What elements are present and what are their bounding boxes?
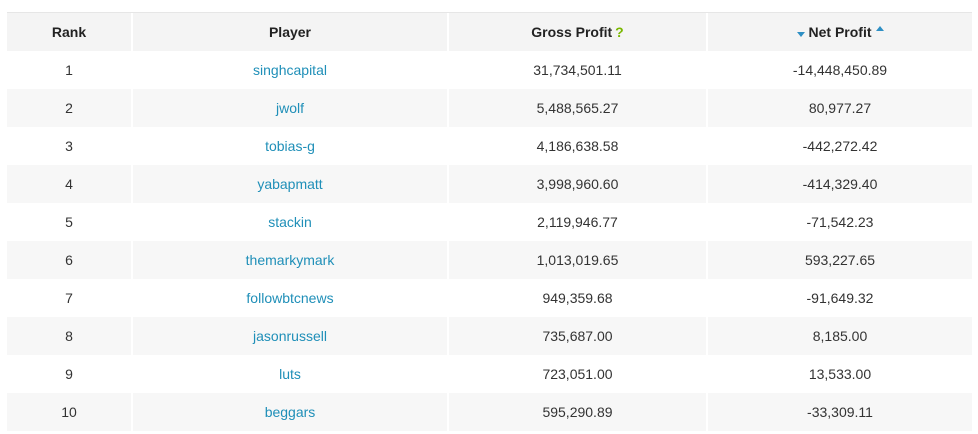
net-profit-cell: 13,533.00 — [808, 366, 872, 382]
player-cell: followbtcnews — [132, 279, 449, 317]
player-cell: stackin — [132, 203, 449, 241]
net-profit-cell: -442,272.42 — [802, 138, 878, 154]
gross-profit-cell: 949,359.68 — [448, 279, 708, 317]
rank-cell: 7 — [7, 279, 133, 317]
player-cell: jasonrussell — [132, 317, 449, 355]
rank-cell: 1 — [7, 51, 133, 89]
net-profit-cell: -71,542.23 — [806, 214, 874, 230]
player-column-header[interactable]: Player — [132, 13, 449, 51]
gross-profit-cell: 3,998,960.60 — [448, 165, 708, 203]
rank-cell: 9 — [7, 355, 133, 393]
player-link[interactable]: jasonrussell — [253, 328, 327, 344]
rank-cell: 8 — [7, 317, 133, 355]
player-link[interactable]: luts — [279, 366, 301, 382]
gross-profit-cell: 5,488,565.27 — [448, 89, 708, 127]
net-profit-cell: -414,329.40 — [802, 176, 878, 192]
net-profit-cell: -91,649.32 — [806, 290, 874, 306]
table-row: 4 yabapmatt 3,998,960.60 -414,329.40 — [7, 165, 972, 203]
gross-profit-cell: 1,013,019.65 — [448, 241, 708, 279]
gross-profit-cell: 4,186,638.58 — [448, 127, 708, 165]
leaderboard-table: Rank Player Gross Profit? Net Profit 1 si… — [7, 13, 972, 431]
net-profit-cell: 8,185.00 — [812, 328, 868, 344]
table-row: 1 singhcapital 31,734,501.11 -14,448,450.89 — [7, 51, 972, 89]
gross-profit-cell: 2,119,946.77 — [448, 203, 708, 241]
player-cell: beggars — [132, 393, 449, 431]
player-link[interactable]: singhcapital — [253, 62, 327, 78]
rank-cell: 3 — [7, 127, 133, 165]
player-link[interactable]: themarkymark — [245, 252, 335, 268]
player-cell: jwolf — [132, 89, 449, 127]
player-link[interactable]: jwolf — [275, 100, 304, 116]
rank-cell: 5 — [7, 203, 133, 241]
net-profit-cell: 593,227.65 — [804, 252, 876, 268]
table-row: 7 followbtcnews 949,359.68 -91,649.32 — [7, 279, 972, 317]
gross-profit-cell: 723,051.00 — [448, 355, 708, 393]
gross-profit-cell: 595,290.89 — [448, 393, 708, 431]
sort-up-arrow-icon[interactable] — [875, 26, 884, 31]
gross-profit-cell: 735,687.00 — [448, 317, 708, 355]
player-cell: yabapmatt — [132, 165, 449, 203]
rank-cell: 10 — [7, 393, 133, 431]
player-link[interactable]: followbtcnews — [246, 290, 334, 306]
sort-down-arrow-icon[interactable] — [796, 31, 805, 37]
gross-profit-column-header[interactable]: Gross Profit? — [448, 13, 708, 51]
table-header-row: Rank Player Gross Profit? Net Profit — [7, 13, 972, 51]
gross-profit-header-label: Gross Profit — [531, 24, 613, 40]
table-row: 2 jwolf 5,488,565.27 80,977.27 — [7, 89, 972, 127]
player-header-label: Player — [268, 24, 312, 40]
table-row: 6 themarkymark 1,013,019.65 593,227.65 — [7, 241, 972, 279]
table-row: 8 jasonrussell 735,687.00 8,185.00 — [7, 317, 972, 355]
net-profit-header-label: Net Profit — [808, 24, 872, 40]
rank-cell: 6 — [7, 241, 133, 279]
table-row: 10 beggars 595,290.89 -33,309.11 — [7, 393, 972, 431]
gross-profit-cell: 31,734,501.11 — [448, 51, 708, 89]
player-cell: singhcapital — [132, 51, 449, 89]
player-link[interactable]: yabapmatt — [257, 176, 323, 192]
rank-header-label: Rank — [51, 24, 87, 40]
table-row: 9 luts 723,051.00 13,533.00 — [7, 355, 972, 393]
player-link[interactable]: beggars — [264, 404, 316, 420]
player-cell: tobias-g — [132, 127, 449, 165]
player-cell: themarkymark — [132, 241, 449, 279]
rank-cell: 4 — [7, 165, 133, 203]
table-row: 5 stackin 2,119,946.77 -71,542.23 — [7, 203, 972, 241]
leaderboard-table-container: Rank Player Gross Profit? Net Profit 1 si… — [7, 12, 972, 431]
rank-cell: 2 — [7, 89, 133, 127]
table-row: 3 tobias-g 4,186,638.58 -442,272.42 — [7, 127, 972, 165]
net-profit-column-header[interactable]: Net Profit — [707, 13, 972, 51]
player-link[interactable]: tobias-g — [265, 138, 315, 154]
player-link[interactable]: stackin — [268, 214, 312, 230]
rank-column-header[interactable]: Rank — [7, 13, 133, 51]
net-profit-cell: 80,977.27 — [808, 100, 872, 116]
net-profit-cell: -33,309.11 — [807, 404, 873, 420]
question-mark-icon[interactable]: ? — [615, 24, 624, 40]
player-cell: luts — [132, 355, 449, 393]
net-profit-cell: -14,448,450.89 — [792, 62, 888, 78]
